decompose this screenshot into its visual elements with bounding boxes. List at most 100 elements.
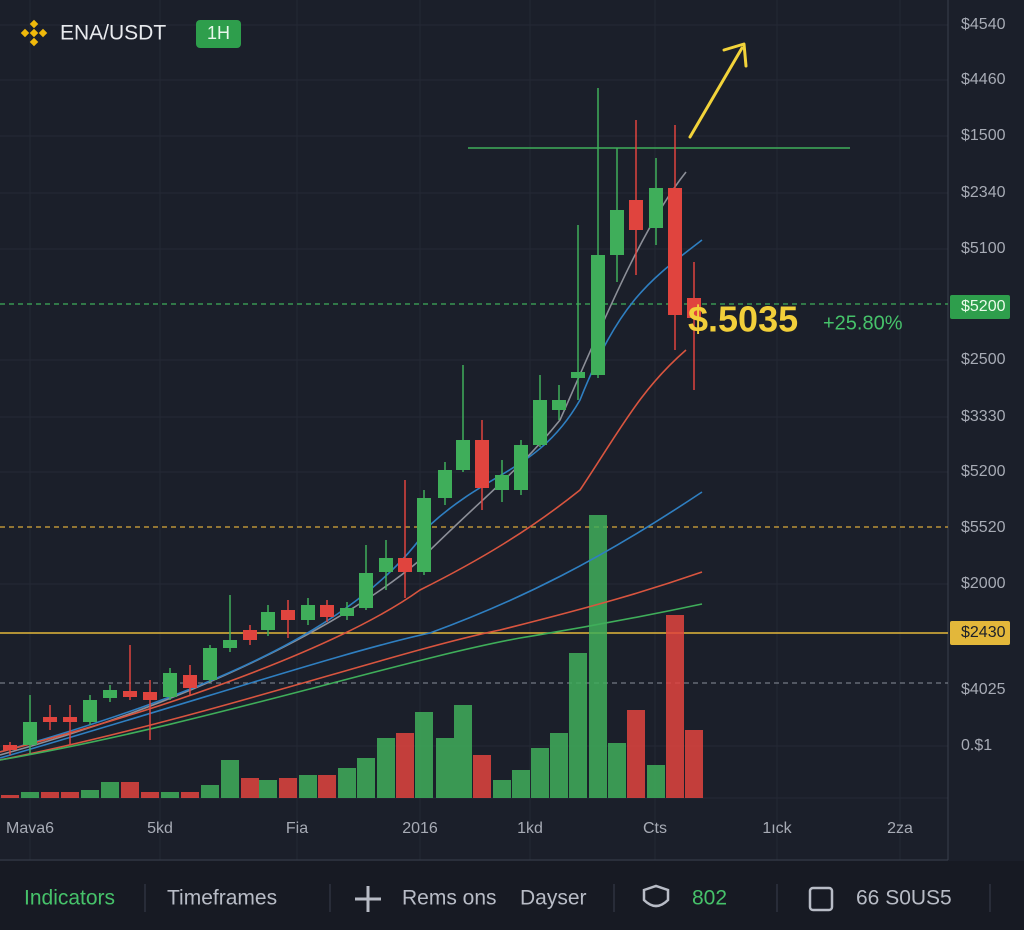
time-label: Mava6 bbox=[6, 820, 54, 837]
price-badge bbox=[950, 295, 1010, 319]
price-change: +25.80% bbox=[823, 312, 903, 334]
volume-bar bbox=[473, 755, 491, 798]
volume-bar bbox=[21, 792, 39, 798]
checkbox-icon[interactable] bbox=[808, 886, 834, 912]
toolbar-item[interactable]: 802 bbox=[692, 887, 727, 910]
volume-bar bbox=[493, 780, 511, 798]
price-label: $5200 bbox=[961, 463, 1006, 480]
candles bbox=[3, 88, 701, 755]
volume-bar bbox=[259, 780, 277, 798]
price-label: $5100 bbox=[961, 240, 1006, 257]
interval-badge[interactable] bbox=[196, 20, 241, 48]
volume-bar bbox=[647, 765, 665, 798]
candle-body bbox=[43, 717, 57, 722]
last-price: $.5035 bbox=[688, 299, 798, 340]
candle-body bbox=[320, 605, 334, 617]
candle-body bbox=[668, 188, 682, 315]
price-axis: $4540 $4460 $1500 $2340 $5100 $5200 $2500 $3330… bbox=[950, 16, 1010, 754]
time-label: 5kd bbox=[147, 820, 173, 837]
shield-icon[interactable] bbox=[642, 884, 670, 908]
volume-bar bbox=[241, 778, 259, 798]
price-label: $4540 bbox=[961, 16, 1006, 33]
volume-bar bbox=[181, 792, 199, 798]
candle-body bbox=[456, 440, 470, 470]
candle-body bbox=[649, 188, 663, 228]
toolbar-item[interactable]: Indicators bbox=[24, 887, 115, 910]
volume-bar bbox=[415, 712, 433, 798]
volume-bar bbox=[569, 653, 587, 798]
candle-body bbox=[183, 675, 197, 688]
price-badge bbox=[950, 621, 1010, 645]
volume-bar bbox=[589, 515, 607, 798]
toolbar-items: Indicators Timeframes Rems ons Dayser 802 66 … bbox=[24, 884, 991, 912]
volume-bar bbox=[357, 758, 375, 798]
candle-body bbox=[610, 210, 624, 255]
volume-bar bbox=[666, 615, 684, 798]
time-axis: Mava6 5kd Fia 2016 1kd Cts 1ıck 2za bbox=[6, 820, 913, 837]
candle-body bbox=[495, 475, 509, 490]
volume-bar bbox=[221, 760, 239, 798]
price-label: 0.$1 bbox=[961, 737, 992, 754]
volume-bar bbox=[41, 792, 59, 798]
price-label: $2500 bbox=[961, 351, 1006, 368]
candle-body bbox=[417, 498, 431, 572]
candle-body bbox=[203, 648, 217, 680]
price-label: $2340 bbox=[961, 184, 1006, 201]
candle-body bbox=[552, 400, 566, 410]
candle-body bbox=[103, 690, 117, 698]
candle-body bbox=[533, 400, 547, 445]
price-levels bbox=[0, 147, 948, 684]
candle-body bbox=[340, 608, 354, 616]
moving-average bbox=[0, 603, 703, 761]
volume-bar bbox=[608, 743, 626, 798]
toolbar-item[interactable]: Dayser bbox=[520, 887, 587, 910]
candle-body bbox=[571, 372, 585, 378]
time-label: 1ıck bbox=[762, 820, 792, 837]
time-label: Fia bbox=[286, 820, 308, 837]
trend-arrow bbox=[688, 42, 748, 139]
price-label: $4025 bbox=[961, 681, 1006, 698]
candle-body bbox=[23, 722, 37, 745]
time-label: 2za bbox=[887, 820, 913, 837]
price-label: $4460 bbox=[961, 71, 1006, 88]
candle-body bbox=[3, 745, 17, 750]
candle-body bbox=[63, 717, 77, 722]
candle-body bbox=[629, 200, 643, 230]
volume-bar bbox=[436, 738, 454, 798]
volume-bar bbox=[454, 705, 472, 798]
volume-bar bbox=[531, 748, 549, 798]
volume-bar bbox=[685, 730, 703, 798]
volume-bar bbox=[279, 778, 297, 798]
candle-body bbox=[438, 470, 452, 498]
pair-name: ENA/USDT bbox=[60, 22, 166, 45]
interval-label[interactable]: 1H bbox=[207, 23, 230, 43]
toolbar bbox=[0, 861, 1024, 930]
volume-bar bbox=[299, 775, 317, 798]
header: ENA/USDT 1H bbox=[20, 19, 241, 48]
volume-bar bbox=[338, 768, 356, 798]
toolbar-item[interactable]: Timeframes bbox=[167, 887, 277, 910]
toolbar-item[interactable]: Rems ons bbox=[402, 887, 497, 910]
candle-body bbox=[591, 255, 605, 375]
candle-body bbox=[687, 298, 701, 318]
candle-body bbox=[143, 692, 157, 700]
volume-bar bbox=[627, 710, 645, 798]
moving-average bbox=[0, 571, 703, 761]
volume-bar bbox=[81, 790, 99, 798]
candle-body bbox=[379, 558, 393, 572]
candle-body bbox=[243, 630, 257, 640]
toolbar-item[interactable]: 66 S0US5 bbox=[856, 887, 952, 910]
price-label: $1500 bbox=[961, 127, 1006, 144]
volume-bar bbox=[396, 733, 414, 798]
volume-bar bbox=[101, 782, 119, 798]
volume-bar bbox=[61, 792, 79, 798]
crosshair-icon[interactable] bbox=[355, 886, 381, 912]
volume-bar bbox=[550, 733, 568, 798]
volume-bar bbox=[377, 738, 395, 798]
candle-body bbox=[123, 691, 137, 697]
moving-average bbox=[0, 491, 703, 759]
price-label: $5200 bbox=[961, 298, 1006, 315]
volume-bar bbox=[201, 785, 219, 798]
volume-bar bbox=[512, 770, 530, 798]
